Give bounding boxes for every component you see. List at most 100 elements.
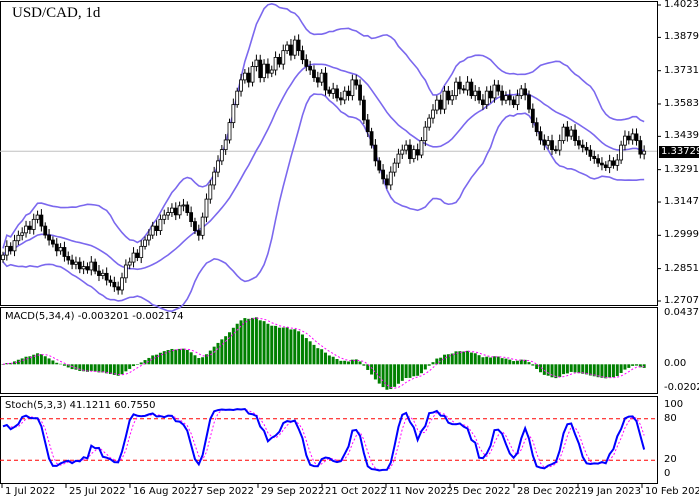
- candle: [146, 234, 151, 241]
- macd-bar: [604, 364, 608, 379]
- candle: [427, 117, 432, 128]
- candle: [131, 252, 136, 263]
- y-tick-label: 1.34390: [664, 130, 699, 142]
- macd-bar: [212, 346, 216, 365]
- candle: [373, 144, 378, 162]
- candle: [58, 247, 63, 252]
- macd-tick-label: 0.043734: [664, 307, 699, 318]
- macd-bar: [47, 358, 51, 365]
- macd-bar: [300, 334, 304, 365]
- macd-bar: [251, 317, 255, 365]
- candle: [216, 160, 220, 173]
- macd-bar: [558, 364, 562, 377]
- macd-bar: [51, 360, 55, 365]
- macd-bar: [515, 360, 519, 365]
- candle: [212, 171, 217, 186]
- y-tick-label: 1.29990: [664, 229, 699, 241]
- candle: [77, 261, 82, 270]
- candle: [623, 135, 627, 146]
- candle: [315, 77, 320, 83]
- candle: [434, 99, 439, 111]
- macd-bar: [631, 364, 635, 366]
- macd-bar: [316, 348, 320, 365]
- candle: [576, 140, 581, 146]
- candle: [530, 108, 535, 124]
- macd-bar: [166, 350, 170, 365]
- candle: [223, 139, 228, 151]
- y-tick-label: 1.27070: [664, 295, 699, 306]
- candle: [615, 159, 620, 166]
- stoch-tick-label: 20: [664, 454, 677, 466]
- macd-bar: [581, 364, 585, 374]
- candle: [415, 149, 420, 156]
- macd-bar: [220, 339, 224, 365]
- candle: [254, 59, 259, 67]
- stoch-tick-label: 100: [664, 399, 684, 410]
- candle: [465, 81, 470, 91]
- candle: [177, 205, 182, 216]
- macd-bar: [327, 355, 331, 365]
- macd-bar: [293, 329, 297, 365]
- macd-bar: [224, 336, 228, 365]
- candle: [473, 90, 478, 97]
- macd-bar: [116, 364, 120, 376]
- macd-bar: [132, 364, 136, 367]
- macd-bar: [32, 354, 36, 365]
- macd-bar: [178, 348, 182, 365]
- candle: [204, 198, 209, 218]
- macd-bar: [185, 349, 189, 365]
- y-tick-label: 1.28510: [664, 262, 699, 274]
- bollinger-upper-line: [2, 2, 645, 249]
- bollinger-middle-line: [2, 63, 645, 271]
- candle: [1, 254, 5, 261]
- macd-bar: [324, 352, 327, 365]
- macd-bar: [193, 355, 197, 365]
- macd-bar: [404, 364, 408, 379]
- candle: [100, 272, 105, 276]
- macd-bar: [201, 357, 205, 365]
- macd-bar: [320, 349, 324, 365]
- candle: [27, 225, 32, 230]
- macd-label: MACD(5,34,4) -0.003201 -0.002174: [5, 311, 184, 322]
- candle: [538, 131, 543, 141]
- macd-bar: [335, 359, 339, 365]
- macd-bar: [181, 348, 185, 365]
- candle: [158, 218, 163, 231]
- candle: [569, 129, 574, 137]
- stoch-main-line: [2, 407, 646, 472]
- candle: [292, 39, 297, 56]
- y-tick-label: 1.35830: [664, 97, 699, 109]
- macd-bar: [500, 358, 504, 365]
- candle: [400, 149, 405, 155]
- candle: [235, 90, 240, 106]
- macd-bar: [281, 327, 285, 365]
- candle: [81, 266, 86, 270]
- candle: [200, 216, 205, 236]
- macd-bar: [97, 364, 101, 373]
- macd-bar: [5, 363, 9, 365]
- panel-main: [0, 1, 658, 306]
- macd-bar: [496, 356, 500, 365]
- macd-bar: [362, 364, 366, 366]
- candle: [323, 72, 328, 91]
- candle: [381, 169, 385, 180]
- macd-bar: [565, 364, 569, 374]
- macd-bar: [101, 364, 105, 373]
- macd-bar: [9, 362, 13, 365]
- candle: [338, 97, 343, 101]
- candle: [492, 84, 497, 99]
- candle: [4, 245, 9, 256]
- macd-bar: [542, 364, 546, 375]
- candle: [189, 212, 194, 223]
- macd-bar: [477, 355, 481, 365]
- macd-bar: [343, 360, 347, 365]
- macd-bar: [462, 351, 466, 365]
- macd-bar: [120, 364, 124, 375]
- candle: [300, 50, 305, 61]
- macd-bar: [208, 350, 212, 365]
- candle: [39, 214, 44, 227]
- macd-bar: [39, 354, 43, 365]
- candle: [304, 59, 309, 67]
- candle: [580, 144, 585, 148]
